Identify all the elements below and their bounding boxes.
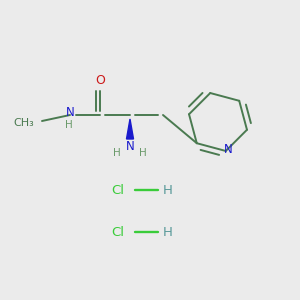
Text: N: N: [126, 140, 134, 152]
Text: N: N: [66, 106, 74, 119]
Text: H: H: [163, 184, 173, 196]
Text: CH₃: CH₃: [13, 118, 34, 128]
Polygon shape: [127, 119, 134, 139]
Text: Cl: Cl: [112, 226, 124, 238]
Text: H: H: [113, 148, 121, 158]
Text: Cl: Cl: [112, 184, 124, 196]
Text: N: N: [224, 143, 232, 157]
Text: H: H: [139, 148, 147, 158]
Text: O: O: [95, 74, 105, 88]
Text: H: H: [65, 120, 73, 130]
Text: H: H: [163, 226, 173, 238]
